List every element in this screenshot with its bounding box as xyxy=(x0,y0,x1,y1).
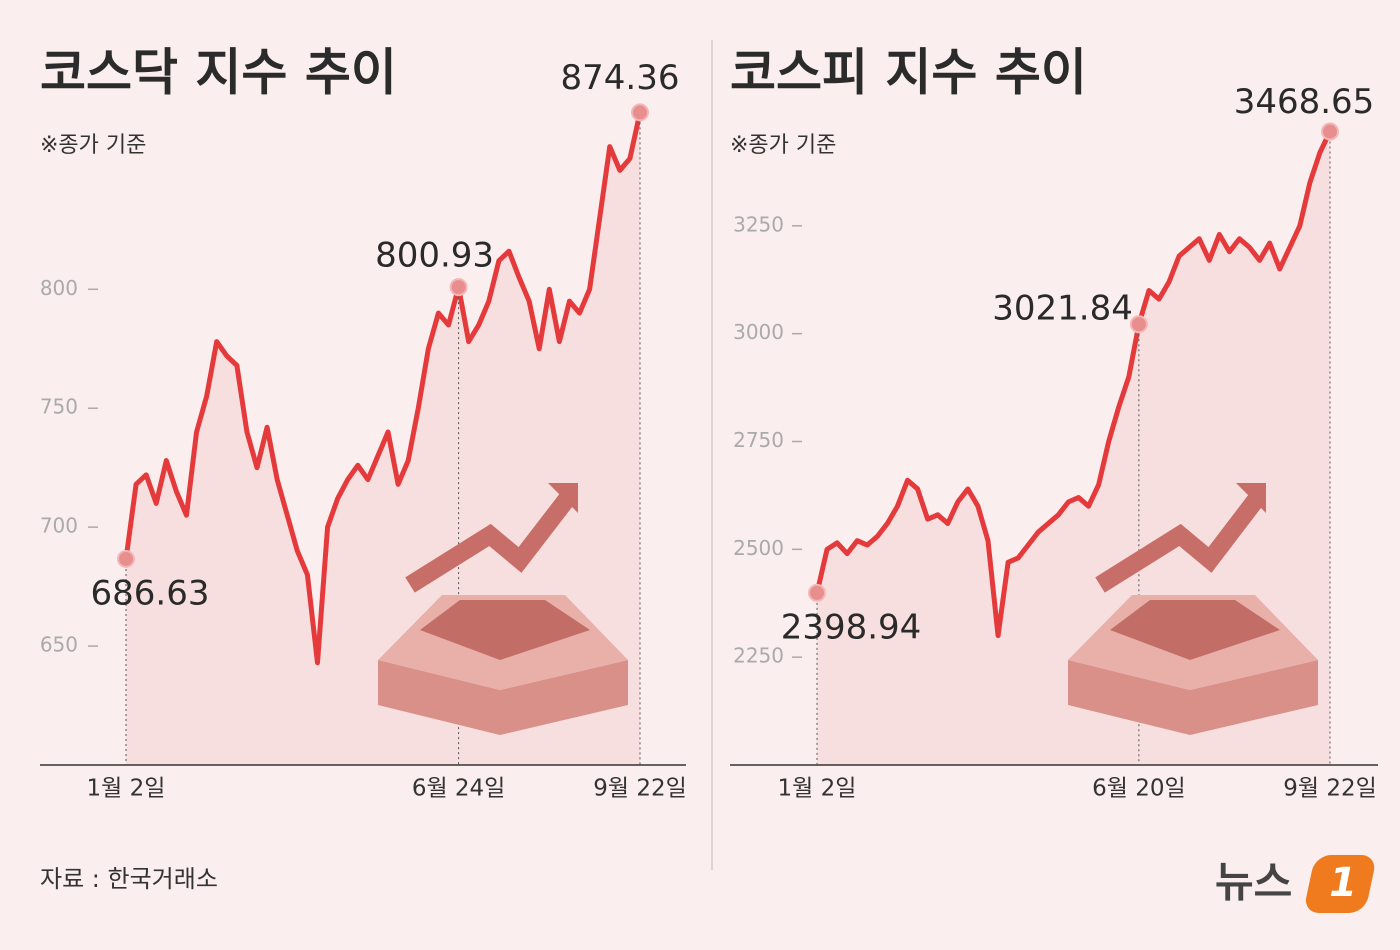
chart-title: 코스닥 지수 추이 xyxy=(40,44,397,102)
decor-icons xyxy=(378,483,1318,735)
y-tick-label: 3250 xyxy=(733,212,784,236)
logo-mark: 1 xyxy=(1329,860,1357,906)
x-tick-label: 1월 2일 xyxy=(87,776,166,802)
point xyxy=(1321,122,1339,141)
value-label: 800.93 xyxy=(375,236,494,276)
y-tick-label: 2750 xyxy=(733,428,784,452)
y-tick-label: 2500 xyxy=(733,536,784,560)
value-label: 874.36 xyxy=(561,58,680,98)
chart-subtitle: ※종가 기준 xyxy=(40,133,146,158)
point xyxy=(1129,315,1148,334)
y-tick-label: 3000 xyxy=(733,320,784,344)
point xyxy=(449,278,468,297)
x-tick-label: 1월 2일 xyxy=(778,776,857,802)
line xyxy=(123,111,643,666)
value-label: 2398.94 xyxy=(781,607,922,647)
source: 자료 : 한국거래소 xyxy=(40,865,218,893)
y-tick-label: 2250 xyxy=(733,644,784,668)
x-tick-label: 6월 24일 xyxy=(412,776,506,802)
logo-text: 뉴스 xyxy=(1215,858,1292,907)
value-label: 3468.65 xyxy=(1234,82,1375,122)
chart-title: 코스피 지수 추이 xyxy=(730,44,1087,102)
y-tick-label: 700 xyxy=(40,514,78,538)
logo: 뉴스 1 xyxy=(1215,855,1375,913)
x-tick-label: 9월 22일 xyxy=(593,776,687,802)
x-tick-label: 6월 20일 xyxy=(1092,776,1186,802)
value-label: 686.63 xyxy=(91,573,210,613)
y-tick-label: 750 xyxy=(40,395,78,419)
x-tick-label: 9월 22일 xyxy=(1283,776,1377,802)
logo-badge xyxy=(1305,855,1375,913)
y-tick-label: 800 xyxy=(40,276,78,300)
chart-subtitle: ※종가 기준 xyxy=(730,133,836,158)
point xyxy=(808,583,826,602)
point xyxy=(631,103,649,122)
line xyxy=(814,130,1333,639)
y-tick-label: 650 xyxy=(40,633,78,657)
point xyxy=(117,549,135,568)
value-label: 3021.84 xyxy=(992,289,1133,329)
